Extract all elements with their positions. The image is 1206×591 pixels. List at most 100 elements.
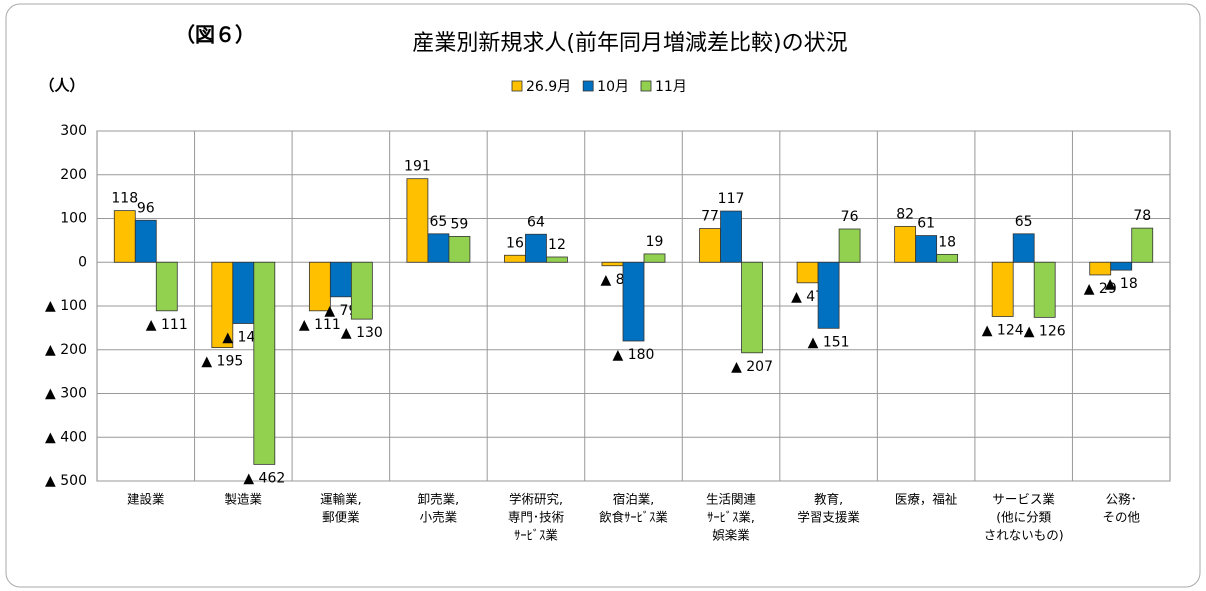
bar [991, 261, 1014, 317]
bar [817, 261, 840, 329]
value-label: ▲ 111 [299, 317, 341, 333]
value-label: ▲ 47 [791, 289, 824, 305]
y-tick-label: ▲ 100 [45, 298, 87, 314]
bar [1012, 233, 1035, 263]
value-label: 64 [527, 214, 545, 230]
bar [1131, 227, 1154, 263]
value-label: ▲ 8 [600, 272, 624, 288]
x-tick-label: 学習支援業 [797, 510, 860, 525]
bar [622, 261, 645, 342]
x-tick-label: 製造業 [225, 492, 263, 507]
value-label: ▲ 18 [1105, 276, 1138, 292]
y-tick-label: ▲ 300 [45, 386, 87, 402]
value-label: 61 [917, 216, 935, 232]
y-tick-label: ▲ 400 [45, 429, 87, 445]
bar [720, 210, 742, 263]
x-tick-label: 学術研究, [509, 492, 563, 507]
x-tick-label: ｻｰﾋﾞｽ業 [514, 528, 558, 543]
value-label: ▲ 207 [731, 359, 773, 375]
bar [525, 233, 547, 263]
y-tick-label: 300 [60, 123, 87, 139]
bar [546, 256, 568, 263]
x-tick-label: 娯楽業 [712, 528, 750, 543]
bar [504, 254, 526, 263]
bar [134, 219, 157, 263]
value-label: 59 [450, 216, 468, 232]
bar [1033, 261, 1056, 318]
bar [1110, 261, 1133, 271]
y-tick-label: 100 [60, 211, 87, 227]
bar [406, 178, 429, 263]
x-tick-label: サービス業 [992, 492, 1055, 507]
x-tick-label: (他に分類 [996, 510, 1051, 525]
x-tick-label: 卸売業, [418, 492, 459, 507]
x-tick-label: 公務･ [1106, 492, 1137, 507]
x-tick-label: 教育, [814, 492, 843, 507]
value-label: 191 [404, 159, 431, 175]
value-label: ▲ 195 [201, 354, 243, 370]
value-label: 16 [506, 235, 524, 251]
bar [232, 261, 255, 324]
value-label: 96 [137, 200, 155, 216]
x-tick-label: 建設業 [127, 492, 165, 507]
value-label: 118 [111, 191, 138, 207]
x-tick-label: 専門･技術 [508, 510, 564, 525]
y-tick-label: 0 [78, 254, 87, 270]
value-label: 78 [1133, 208, 1151, 224]
y-axis-label: （人） [39, 77, 84, 95]
bar [915, 235, 938, 263]
x-tick-label: 宿泊業, [613, 492, 654, 507]
legend-swatch [582, 80, 594, 92]
legend-swatch [511, 80, 523, 92]
bar [350, 261, 373, 320]
value-label: 65 [429, 214, 447, 230]
legend-swatch [640, 80, 652, 92]
bar [155, 261, 178, 312]
x-tick-label: 運輸業, [320, 492, 361, 507]
value-label: ▲ 29 [1084, 281, 1117, 297]
legend-label: 10月 [597, 79, 629, 95]
x-tick-label: 生活関連 [706, 492, 757, 507]
bar [936, 253, 959, 263]
x-tick-label: されないもの) [984, 528, 1064, 543]
bar [427, 233, 450, 263]
bar [796, 261, 819, 284]
value-label: 117 [718, 191, 745, 207]
value-label: ▲ 124 [982, 323, 1024, 339]
y-tick-label: ▲ 200 [45, 342, 87, 358]
x-tick-label: ｻｰﾋﾞｽ業, [707, 510, 755, 525]
value-label: 19 [646, 234, 664, 250]
value-label: 76 [841, 209, 859, 225]
x-tick-label: 郵便業 [322, 510, 360, 525]
legend-label: 11月 [655, 79, 687, 95]
value-label: ▲ 126 [1024, 323, 1066, 339]
value-label: 12 [548, 237, 566, 253]
bar [699, 228, 721, 263]
value-label: ▲ 111 [146, 317, 188, 333]
value-label: ▲ 79 [324, 303, 357, 319]
value-label: 77 [701, 209, 719, 225]
bar [448, 236, 471, 263]
value-label: ▲ 151 [808, 334, 850, 350]
value-label: ▲ 180 [613, 347, 655, 363]
bar [894, 225, 917, 263]
bar [643, 253, 666, 263]
value-label: 82 [896, 206, 914, 222]
bar [329, 261, 352, 298]
bar [838, 228, 861, 263]
chart-title: 産業別新規求人(前年同月増減差比較)の状況 [412, 31, 847, 56]
y-tick-label: 200 [60, 167, 87, 183]
bar [741, 261, 763, 354]
value-label: 65 [1015, 214, 1033, 230]
x-tick-label: 飲食ｻｰﾋﾞｽ業 [599, 510, 668, 525]
value-label: ▲ 462 [243, 470, 285, 486]
legend-label: 26.9月 [526, 79, 571, 95]
figure-label: （図６） [175, 23, 255, 47]
value-label: ▲ 130 [341, 325, 383, 341]
y-tick-label: ▲ 500 [45, 473, 87, 489]
x-tick-label: 小売業 [420, 510, 458, 525]
bar [113, 210, 136, 263]
bar [253, 261, 276, 465]
bar [601, 261, 624, 267]
